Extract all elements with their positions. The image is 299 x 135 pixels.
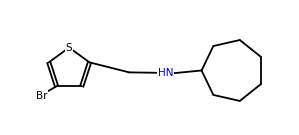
Text: S: S	[66, 43, 72, 53]
Text: Br: Br	[36, 91, 48, 101]
Text: HN: HN	[158, 68, 174, 78]
